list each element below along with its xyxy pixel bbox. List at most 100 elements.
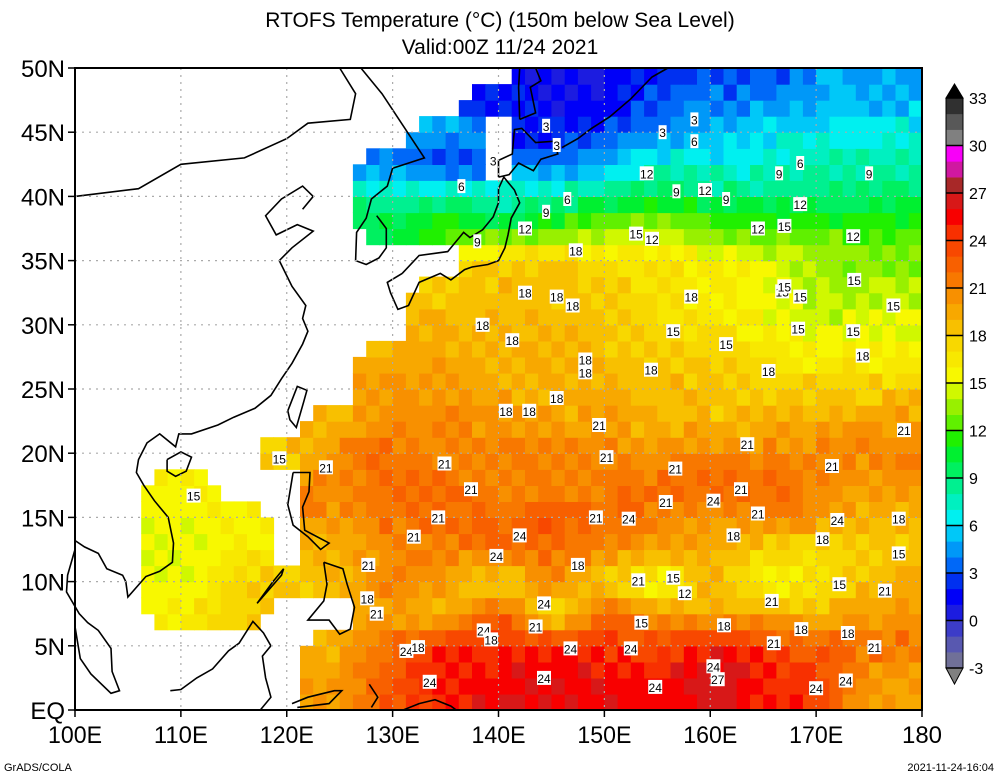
field-cell	[802, 421, 817, 438]
field-cell	[670, 389, 685, 406]
contour-label-bg	[505, 333, 520, 348]
field-cell	[339, 517, 354, 535]
field-cell	[816, 389, 830, 406]
colorbar-swatch	[946, 604, 963, 621]
field-cell	[419, 180, 433, 197]
field-cell	[816, 180, 830, 197]
field-cell	[816, 356, 830, 374]
field-cell	[180, 613, 195, 631]
field-cell	[855, 581, 870, 599]
contour-label: 21	[529, 621, 543, 635]
field-cell	[644, 340, 658, 358]
contour-label-bg	[698, 183, 712, 197]
contour-label: 18	[476, 319, 490, 333]
field-cell	[458, 629, 473, 647]
field-cell	[697, 677, 711, 695]
field-cell	[379, 661, 394, 679]
field-cell	[498, 517, 513, 535]
field-cell	[591, 661, 605, 679]
field-cell	[617, 276, 632, 294]
field-cell	[789, 517, 804, 535]
field-cell	[538, 645, 552, 663]
coastline	[74, 185, 315, 599]
field-cell	[366, 405, 380, 422]
contour-label-bg	[623, 641, 638, 656]
field-cell	[485, 180, 500, 197]
temperature-field	[141, 68, 923, 711]
contour-label: 12	[678, 587, 692, 601]
field-cell	[538, 180, 552, 197]
field-cell	[750, 276, 764, 294]
field-cell	[564, 613, 579, 631]
field-cell	[763, 132, 777, 149]
field-cell	[485, 405, 500, 422]
field-cell	[313, 694, 327, 711]
field-cell	[220, 565, 235, 583]
field-cell	[352, 405, 367, 422]
field-cell	[485, 372, 500, 390]
field-cell	[551, 180, 566, 197]
field-cell	[525, 132, 539, 149]
field-cell	[577, 196, 592, 214]
field-cell	[895, 84, 910, 101]
field-cell	[723, 292, 738, 310]
x-tick-label: 170E	[789, 722, 843, 749]
contour-label: 15	[794, 291, 808, 305]
field-cell	[697, 164, 711, 181]
field-cell	[405, 356, 420, 374]
field-cell	[776, 372, 791, 390]
field-cell	[313, 501, 327, 518]
field-cell	[511, 148, 526, 165]
colorbar-swatch	[946, 145, 963, 162]
field-cell	[379, 485, 394, 502]
contour-label-bg	[422, 674, 437, 689]
field-cell	[710, 372, 725, 390]
x-tick-label: 160E	[683, 722, 737, 749]
field-cell	[697, 84, 711, 101]
field-cell	[736, 116, 751, 133]
field-cell	[564, 405, 579, 422]
field-cell	[604, 421, 619, 438]
field-cell	[419, 469, 433, 486]
field-cell	[326, 517, 341, 535]
field-cell	[776, 453, 791, 470]
contour-label: 3	[490, 154, 497, 168]
contour-label-bg	[522, 403, 537, 418]
field-cell	[882, 437, 897, 454]
field-cell	[591, 565, 605, 583]
contour-label-bg	[537, 670, 551, 685]
field-cell	[750, 565, 764, 583]
field-cell	[591, 549, 605, 567]
colorbar-label: 18	[969, 329, 987, 346]
contour-label-bg	[406, 529, 421, 544]
field-cell	[233, 597, 248, 615]
field-cell	[869, 308, 883, 326]
field-cell	[697, 340, 711, 358]
field-cell	[154, 549, 169, 567]
field-cell	[432, 196, 447, 214]
field-cell	[538, 100, 552, 117]
field-cell	[458, 469, 473, 486]
field-cell	[551, 694, 566, 711]
field-cell	[525, 694, 539, 711]
field-cell	[670, 501, 685, 518]
contour-label: 21	[362, 559, 376, 573]
field-cell	[710, 517, 725, 535]
field-cell	[697, 356, 711, 374]
field-cell	[167, 485, 182, 502]
field-cell	[802, 485, 817, 502]
field-cell	[670, 132, 685, 149]
field-cell	[564, 437, 579, 454]
field-cell	[432, 356, 447, 374]
field-cell	[154, 533, 169, 551]
field-cell	[908, 84, 923, 101]
field-cell	[472, 581, 486, 599]
contour-label: 18	[550, 392, 564, 406]
colorbar-swatch	[946, 588, 963, 605]
field-cell	[617, 613, 632, 631]
field-cell	[538, 356, 552, 374]
field-cell	[750, 517, 764, 535]
field-cell	[485, 469, 500, 486]
field-cell	[180, 533, 195, 551]
field-cell	[816, 501, 830, 518]
